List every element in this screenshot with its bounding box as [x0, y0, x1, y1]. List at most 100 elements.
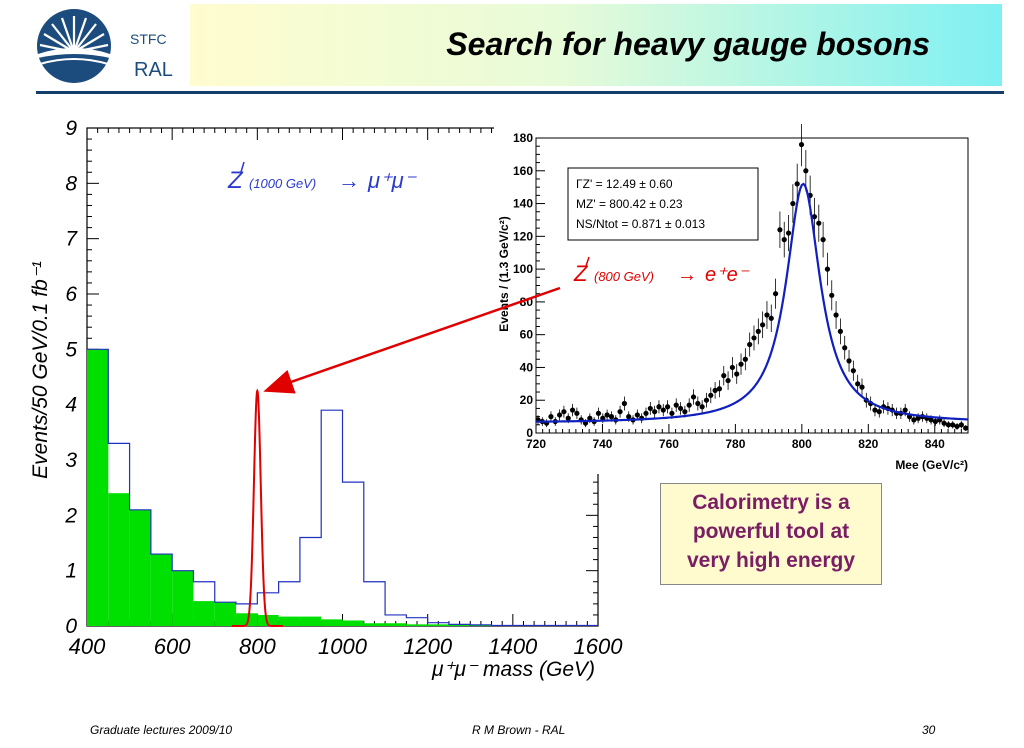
data-point [721, 373, 727, 379]
main-x-axis-label: μ⁺μ⁻ mass (GeV) [431, 658, 595, 681]
data-point [669, 410, 675, 416]
data-point [712, 387, 718, 393]
data-point [820, 237, 826, 243]
callout-line-3: very high energy [686, 549, 856, 572]
blue-histogram-line [87, 348, 598, 627]
green-histogram-bar [87, 349, 109, 626]
inset-y-tick-label: 180 [513, 131, 533, 145]
main-y-axis-label: Events/50 GeV/0.1 fb⁻¹ [29, 261, 52, 479]
inset-x-tick-label: 740 [592, 437, 612, 451]
header-divider [36, 91, 1004, 94]
inset-y-tick-label: 160 [513, 164, 533, 178]
inset-x-tick-label: 780 [725, 437, 745, 451]
y-tick-label: 1 [65, 560, 77, 583]
data-point [695, 400, 701, 407]
data-point [764, 312, 770, 318]
y-tick-label: 5 [65, 338, 77, 361]
stfc-ral-logo: STFC RAL [34, 6, 188, 86]
data-point [647, 405, 653, 412]
inset-x-tick-label: 840 [925, 437, 945, 451]
data-point [556, 412, 563, 418]
data-point [751, 335, 757, 341]
stats-line: ΓZ' = 12.49 ± 0.60 [576, 177, 673, 191]
data-point [652, 409, 658, 415]
data-point [734, 371, 740, 377]
x-tick-label: 400 [69, 634, 106, 659]
data-point [829, 292, 835, 298]
y-tick-label: 7 [65, 228, 78, 251]
green-histogram-bar [278, 616, 300, 626]
green-histogram-bar [257, 614, 279, 626]
annotation-particle: Z [227, 167, 244, 194]
data-point [798, 141, 805, 148]
data-point [963, 425, 969, 431]
data-point [850, 368, 856, 374]
inset-annotation-decay: e⁺e⁻ [705, 264, 750, 286]
data-point [569, 407, 576, 413]
red-peak-curve [231, 388, 283, 627]
inset-x-tick-label: 760 [659, 437, 679, 451]
data-point [634, 412, 640, 418]
stats-line: NS/Ntot = 0.871 ± 0.013 [576, 217, 705, 231]
data-point [777, 227, 783, 233]
inset-prime-mark [585, 256, 590, 267]
x-tick-label: 800 [239, 634, 276, 659]
green-histogram-bar [299, 616, 322, 626]
inset-y-tick-label: 80 [520, 295, 534, 309]
x-tick-label: 600 [154, 634, 191, 659]
data-point [846, 358, 852, 364]
data-point [587, 415, 593, 421]
data-point [574, 410, 580, 416]
data-point [794, 181, 800, 187]
data-point [747, 341, 753, 348]
inset-y-tick-label: 40 [520, 360, 534, 374]
data-point [803, 168, 809, 174]
inset-y-tick-label: 0 [526, 426, 533, 440]
slide-title: Search for heavy gauge bosons [446, 26, 930, 62]
inset-annotation-mass: (800 GeV) [594, 269, 654, 284]
inset-y-tick-label: 120 [513, 229, 533, 243]
green-histogram-bar [406, 624, 428, 626]
footer-center: R M Brown - RAL [472, 723, 566, 737]
data-point [760, 322, 766, 328]
title-bar: Search for heavy gauge bosons [190, 4, 1002, 86]
data-point [928, 417, 934, 423]
data-point [699, 404, 705, 410]
stats-box-frame [567, 167, 759, 241]
data-point [950, 422, 956, 428]
green-histogram-bar [363, 623, 386, 626]
data-point [855, 381, 861, 387]
data-point [816, 220, 822, 226]
fit-line [535, 182, 969, 423]
inset-x-axis-label: Mee (GeV/c²) [895, 458, 968, 472]
data-point [595, 410, 602, 416]
data-point [604, 412, 610, 418]
green-histogram-bar [448, 624, 471, 626]
data-point [686, 402, 692, 408]
data-point [945, 422, 951, 428]
data-point [911, 417, 917, 423]
data-point [664, 404, 671, 410]
data-point [837, 328, 843, 334]
data-point [954, 423, 960, 430]
data-point [842, 345, 848, 351]
inset-y-tick-label: 100 [513, 262, 533, 276]
data-point [621, 400, 627, 407]
inset-fit-chart: 720 740 760 780 800 820 840 0 20 40 60 80 100 120 140 1… [494, 122, 984, 474]
inset-x-tick-label: 720 [526, 437, 546, 451]
data-point [656, 404, 662, 410]
y-tick-label: 0 [65, 615, 77, 638]
green-histogram-series [87, 349, 598, 626]
inset-fit-curve [535, 182, 969, 423]
green-histogram-bar [342, 620, 364, 626]
data-point [772, 291, 779, 297]
x-tick-label: 1000 [318, 634, 368, 659]
data-point [708, 392, 714, 398]
green-histogram-bar [427, 624, 449, 626]
x-tick-label: 1200 [403, 634, 453, 659]
data-point [660, 407, 666, 413]
data-point [915, 415, 921, 421]
data-point [902, 407, 908, 413]
data-point [673, 402, 679, 408]
data-point [742, 356, 748, 362]
